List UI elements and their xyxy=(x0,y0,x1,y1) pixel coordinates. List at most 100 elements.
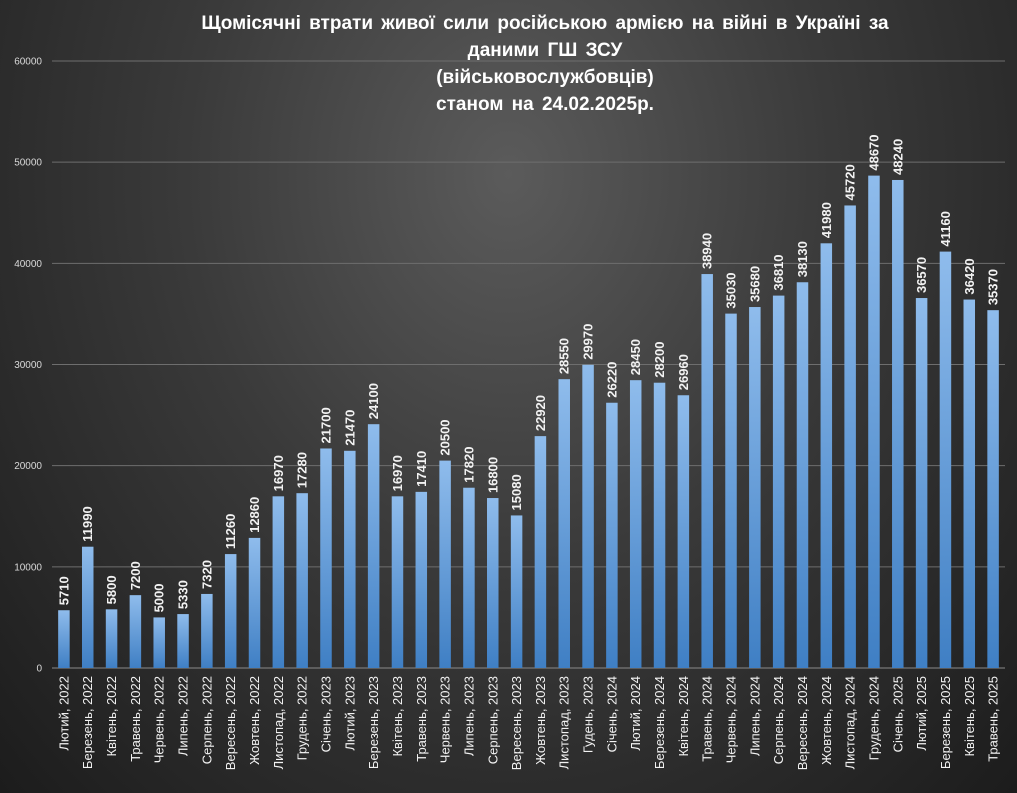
bar xyxy=(868,175,880,668)
data-label: 12860 xyxy=(247,497,262,533)
x-tick-label: Листопад, 2024 xyxy=(843,676,858,769)
bars xyxy=(58,175,999,669)
chart-title-line-2: даними ГШ ЗСУ xyxy=(467,40,623,61)
bar xyxy=(772,295,785,668)
bar xyxy=(606,402,618,668)
bar xyxy=(391,496,404,668)
data-label: 5000 xyxy=(152,583,167,612)
bar xyxy=(463,487,475,668)
data-labels: 5710 11990 5800 7200 5000 5330 7320 11260 12860 1… xyxy=(56,134,1000,612)
y-tick-label: 0 xyxy=(36,664,42,675)
data-label: 20500 xyxy=(438,419,453,455)
bar xyxy=(367,424,380,668)
x-tick-label: Липень, 2022 xyxy=(176,676,191,756)
data-label: 16800 xyxy=(485,457,500,493)
data-label: 11260 xyxy=(223,514,238,549)
y-tick-label: 40000 xyxy=(14,259,42,270)
y-tick-label: 60000 xyxy=(14,57,42,68)
data-label: 36810 xyxy=(771,254,786,290)
bar xyxy=(439,460,451,668)
x-tick-label: Лютий, 2025 xyxy=(914,676,929,751)
bar xyxy=(296,493,308,668)
bar xyxy=(725,313,737,668)
data-label: 41160 xyxy=(938,211,953,246)
data-label: 15080 xyxy=(509,474,524,510)
bar xyxy=(177,614,189,668)
x-tick-label: Грудень, 2024 xyxy=(866,676,881,760)
bar xyxy=(629,380,642,668)
x-tick-label: Березень, 2022 xyxy=(80,676,95,769)
x-tick-label: Квітень, 2023 xyxy=(390,676,405,757)
x-tick-label: Травень, 2023 xyxy=(414,676,429,762)
chart-title-line-1: Щомісячні втрати живої сили російською а… xyxy=(201,13,889,34)
x-tick-label: Квітень, 2025 xyxy=(962,676,977,757)
x-tick-label: Травень, 2022 xyxy=(128,676,143,762)
bar xyxy=(81,546,94,668)
data-label: 36420 xyxy=(962,258,977,294)
bar xyxy=(844,205,856,668)
bar xyxy=(415,491,428,668)
data-label: 7320 xyxy=(199,560,214,589)
bar xyxy=(558,379,570,668)
bar xyxy=(892,179,904,669)
bar xyxy=(248,537,261,668)
data-label: 5330 xyxy=(176,580,191,609)
gridlines xyxy=(52,60,1005,669)
x-tick-label: Вересень, 2023 xyxy=(509,676,524,770)
bar xyxy=(677,395,690,668)
x-tick-label: Березень, 2024 xyxy=(652,676,667,769)
x-tick-label: Лютий, 2024 xyxy=(628,676,643,751)
x-tick-label: Серпень, 2024 xyxy=(771,676,786,764)
data-label: 28200 xyxy=(652,342,667,378)
x-tick-label: Гудень, 2023 xyxy=(581,676,596,753)
data-label: 21470 xyxy=(342,410,357,446)
bar xyxy=(487,498,499,668)
data-label: 17280 xyxy=(295,452,310,488)
data-label: 16970 xyxy=(271,455,286,491)
x-tick-label: Липень, 2023 xyxy=(461,676,476,756)
x-tick-label: Січень, 2025 xyxy=(890,676,905,752)
data-label: 17410 xyxy=(414,451,429,487)
x-tick-label: Грудень, 2022 xyxy=(295,676,310,760)
bar xyxy=(201,593,213,668)
bar xyxy=(153,617,165,668)
bar xyxy=(987,310,999,668)
bar xyxy=(939,251,952,668)
x-tick-label: Серпень, 2023 xyxy=(485,676,500,764)
x-tick-label: Вересень, 2024 xyxy=(795,676,810,770)
data-label: 21700 xyxy=(318,407,333,443)
bar xyxy=(224,554,237,668)
bar xyxy=(796,282,809,668)
x-tick-label: Травень, 2024 xyxy=(700,676,715,762)
bar xyxy=(963,299,976,668)
x-tick-label: Січень, 2023 xyxy=(318,676,333,752)
data-label: 24100 xyxy=(366,383,381,419)
data-label: 17820 xyxy=(461,447,476,483)
data-label: 45720 xyxy=(843,164,858,200)
x-tick-label: Вересень, 2022 xyxy=(223,676,238,770)
chart-title: Щомісячні втрати живої сили російською а… xyxy=(150,10,940,118)
bar xyxy=(749,307,761,668)
bar xyxy=(272,496,285,668)
x-tick-label: Жовтень, 2023 xyxy=(533,676,548,765)
bar xyxy=(510,515,523,668)
x-tick-label: Червень, 2024 xyxy=(724,676,739,763)
bar xyxy=(582,364,594,668)
data-label: 41980 xyxy=(819,202,834,238)
x-tick-label: Липень, 2024 xyxy=(747,676,762,756)
bar xyxy=(129,595,142,668)
data-label: 7200 xyxy=(128,561,143,590)
data-label: 35030 xyxy=(724,272,739,308)
x-tick-label: Квітень, 2022 xyxy=(104,676,119,757)
y-tick-label: 50000 xyxy=(14,158,42,169)
x-tick-label: Жовтень, 2024 xyxy=(819,676,834,765)
data-label: 22920 xyxy=(533,395,548,431)
chart-title-line-4: станом на 24.02.2025р. xyxy=(436,94,654,115)
x-tick-label: Травень, 2025 xyxy=(986,676,1001,762)
data-label: 28450 xyxy=(628,339,643,375)
chart-title-line-3: (військовослужбовців) xyxy=(436,67,654,88)
x-tick-label: Червень, 2022 xyxy=(152,676,167,763)
data-label: 35370 xyxy=(986,269,1001,305)
bar xyxy=(534,436,547,668)
bar xyxy=(105,609,118,668)
